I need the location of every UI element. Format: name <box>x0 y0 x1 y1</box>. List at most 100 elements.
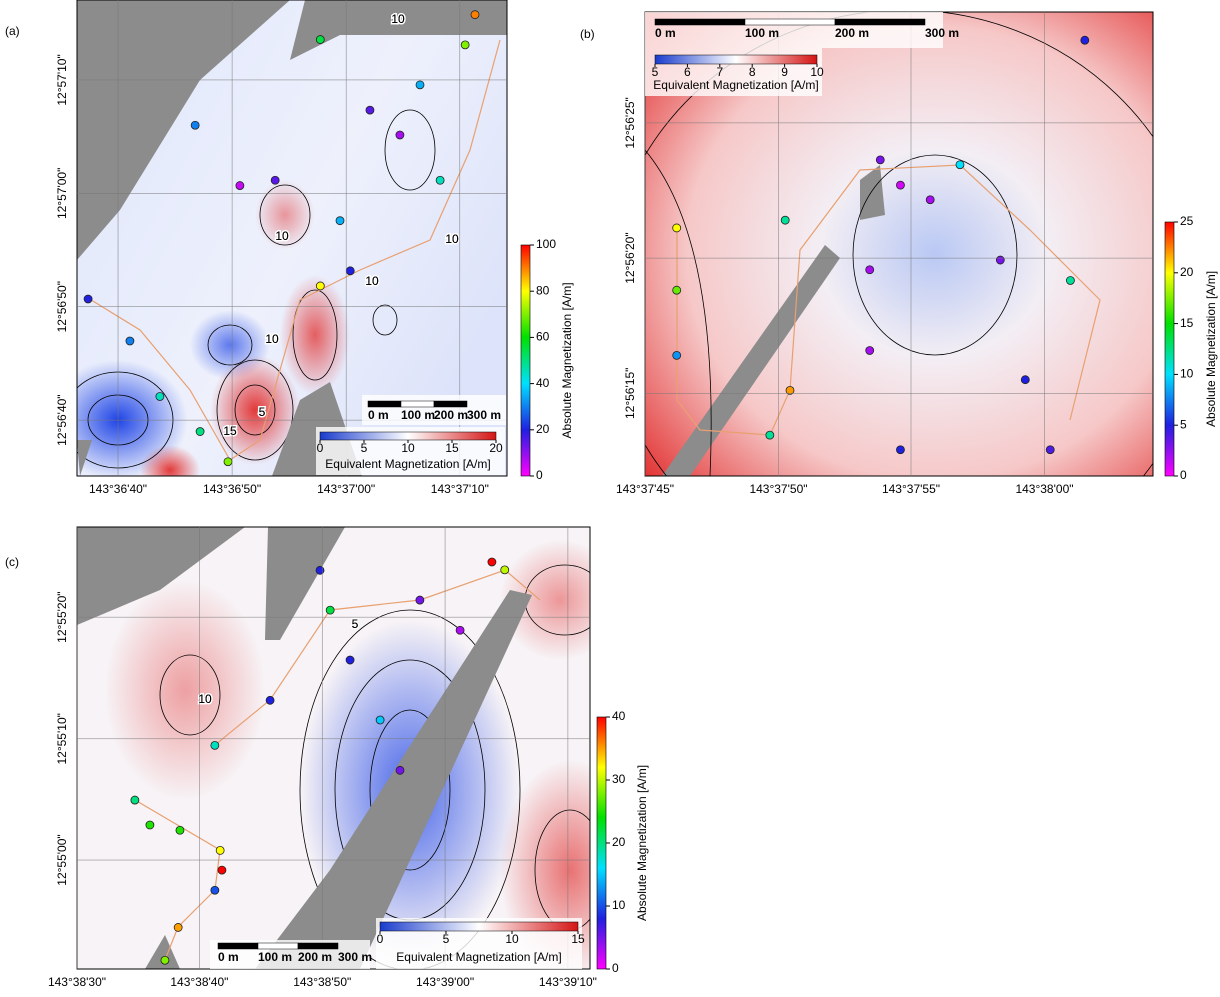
survey-point <box>270 175 280 185</box>
inset-colorbar-tick-label: 9 <box>781 65 788 79</box>
survey-point <box>375 715 385 725</box>
survey-point <box>210 740 220 750</box>
contour-label: 5 <box>352 617 359 631</box>
map-background-a <box>77 0 507 476</box>
scale-label: 300 m <box>338 950 372 964</box>
x-tick-label: 143°39'00" <box>416 975 474 989</box>
y-tick-label: 12°56'50" <box>55 281 69 332</box>
survey-point <box>175 825 185 835</box>
x-tick-label: 143°37'45" <box>616 482 674 496</box>
scale-label: 0 m <box>368 408 389 422</box>
survey-point <box>155 392 165 401</box>
survey-point <box>345 655 355 665</box>
colorbar-tick-label: 20 <box>536 422 550 436</box>
colorbar-tick-label: 30 <box>612 772 626 786</box>
survey-point <box>460 40 470 50</box>
inset-colorbar-tick-label: 7 <box>716 65 723 79</box>
contour-label: 10 <box>198 692 212 706</box>
inset-colorbar-tick-label: 0 <box>317 441 324 455</box>
survey-point <box>365 105 375 115</box>
survey-point <box>415 80 425 90</box>
contour-label: 10 <box>265 332 279 346</box>
survey-point <box>865 346 875 355</box>
survey-point <box>210 885 220 895</box>
inset-colorbar <box>379 921 579 932</box>
colorbar-tick-label: 20 <box>612 835 626 849</box>
survey-point <box>130 795 140 805</box>
scale-box <box>362 395 506 425</box>
survey-point <box>1080 35 1090 45</box>
survey-point <box>125 336 135 346</box>
scale-label: 100 m <box>745 26 779 40</box>
inset-colorbar <box>654 54 818 65</box>
inset-colorbar-tick-label: 6 <box>684 65 691 79</box>
survey-point <box>435 175 445 185</box>
x-tick-label: 143°36'40" <box>89 482 147 496</box>
survey-point <box>995 255 1005 265</box>
survey-point <box>487 557 497 567</box>
colorbar-tick-label: 10 <box>1180 367 1194 381</box>
x-tick-label: 143°38'30" <box>48 975 106 989</box>
colorbar-tick-label: 20 <box>1180 265 1194 279</box>
contour-label: 5 <box>259 405 266 419</box>
survey-point <box>145 820 155 830</box>
survey-point <box>1045 445 1055 455</box>
contour-label: 10 <box>445 232 459 246</box>
survey-point <box>1020 375 1030 385</box>
colorbar-label: Absolute Magnetization [A/m] <box>560 282 574 438</box>
survey-point <box>780 215 790 225</box>
x-tick-label: 143°37'50" <box>749 482 807 496</box>
survey-point <box>672 285 682 295</box>
x-tick-label: 143°38'50" <box>293 975 351 989</box>
inset-colorbar-tick-label: 10 <box>505 932 519 946</box>
contour-label: 10 <box>275 229 289 243</box>
survey-point <box>83 294 93 304</box>
survey-point <box>672 350 682 360</box>
scale-label: 100 m <box>401 408 435 422</box>
y-tick-label: 12°55'10" <box>55 713 69 764</box>
survey-point <box>315 565 325 575</box>
inset-colorbar-label: Equivalent Magnetization [A/m] <box>653 78 818 92</box>
survey-point <box>325 605 335 615</box>
survey-point <box>875 155 885 165</box>
inset-colorbar-tick-label: 20 <box>489 441 503 455</box>
inset-colorbar-tick-label: 5 <box>361 441 368 455</box>
scale-segment <box>297 942 339 950</box>
contour-label: 10 <box>198 692 212 706</box>
panel-label: (a) <box>5 24 20 38</box>
survey-point <box>195 427 205 436</box>
map-background-b <box>645 12 1153 476</box>
map-frame <box>76 0 508 477</box>
x-tick-label: 143°39'10" <box>539 975 597 989</box>
colorbar-tick-label: 5 <box>1180 417 1187 431</box>
scale-label: 200 m <box>835 26 869 40</box>
scale-segment <box>834 18 926 26</box>
scale-label: 0 m <box>655 26 676 40</box>
survey-point <box>455 625 465 635</box>
survey-point <box>470 10 480 20</box>
survey-point <box>223 457 233 467</box>
colorbar <box>520 244 531 477</box>
contour-label: 10 <box>445 232 459 246</box>
inset-colorbar-tick-label: 8 <box>749 65 756 79</box>
colorbar-tick-label: 25 <box>1180 214 1194 228</box>
survey-point <box>235 181 245 190</box>
survey-point <box>215 846 225 855</box>
survey-point <box>160 955 170 965</box>
x-tick-label: 143°38'40" <box>170 975 228 989</box>
scale-label: 200 m <box>298 950 332 964</box>
y-tick-label: 12°56'25" <box>623 97 637 148</box>
colorbar-tick-label: 100 <box>536 237 556 251</box>
scale-label: 300 m <box>467 408 501 422</box>
y-tick-label: 12°56'20" <box>623 232 637 283</box>
y-tick-label: 12°57'10" <box>55 54 69 105</box>
contour-label: 10 <box>391 12 405 26</box>
scale-segment <box>744 18 836 26</box>
colorbar-tick-label: 40 <box>612 709 626 723</box>
survey-point <box>925 195 935 205</box>
x-tick-label: 143°37'10" <box>431 482 489 496</box>
y-tick-label: 12°56'15" <box>623 368 637 419</box>
scale-segment <box>257 942 299 950</box>
contour-label: 15 <box>223 424 237 438</box>
